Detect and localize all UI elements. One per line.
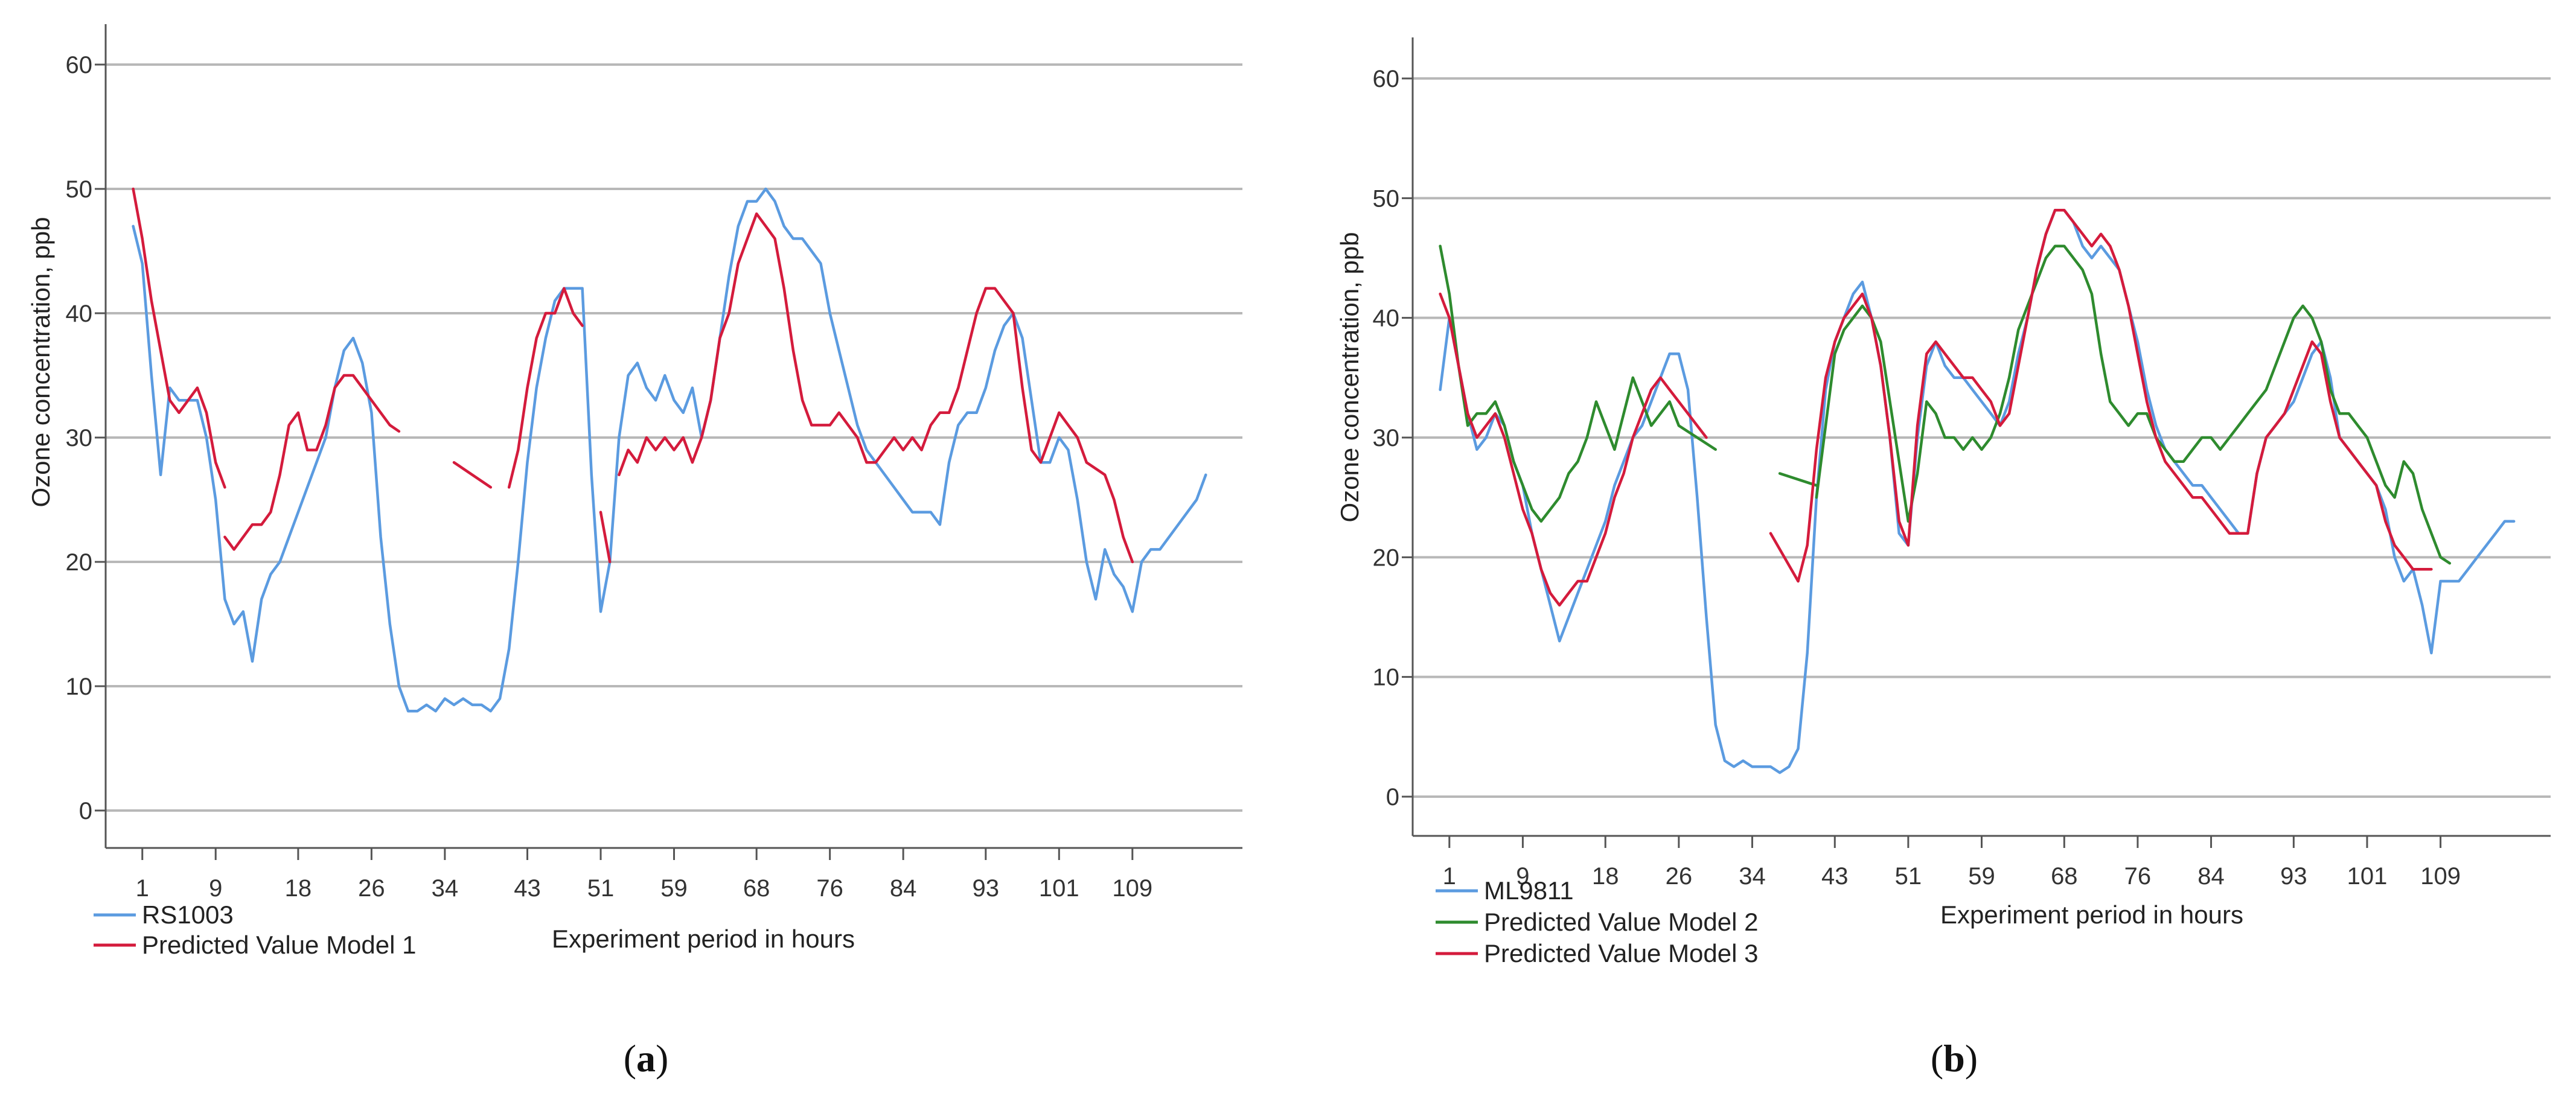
- chart-a-x-tick-label: 34: [432, 875, 459, 902]
- chart-a-line-predicted-value-model-1: [1085, 460, 1134, 564]
- chart-b-line-predicted-value-model-3: [1439, 292, 1708, 607]
- chart-a-x-tick-label: 68: [743, 875, 770, 902]
- chart-a-x-tick-label: 18: [285, 875, 312, 902]
- chart-b-series-ml9811: [1439, 208, 2516, 774]
- chart-a-x-tick-label: 101: [1039, 875, 1079, 902]
- chart-a-line-predicted-value-model-1: [452, 460, 493, 489]
- chart-a-line-predicted-value-model-1: [507, 287, 584, 489]
- chart-a-x-tick-label: 109: [1112, 875, 1152, 902]
- chart-a-legend-label: Predicted Value Model 1: [142, 931, 417, 959]
- chart-b-line-predicted-value-model-2: [2365, 436, 2452, 565]
- chart-a-legend-entry-rs1003: RS1003: [94, 900, 234, 929]
- chart-b-x-tick-label: 93: [2280, 863, 2307, 890]
- chart-a-y-tick-label: 60: [66, 52, 93, 78]
- panel-label-a: (a): [624, 1037, 669, 1080]
- chart-a-y-tick-label: 20: [66, 549, 93, 576]
- chart-b-x-tick-label: 34: [1739, 863, 1766, 890]
- chart-a-line-predicted-value-model-1: [132, 187, 226, 489]
- chart-a-y-tick-label: 10: [66, 674, 93, 700]
- chart-a-y-tick-label: 50: [66, 176, 93, 203]
- chart-b-x-tick-label: 18: [1592, 863, 1619, 890]
- chart-b-y-tick-label: 0: [1386, 784, 1399, 811]
- chart-b-legend: ML9811 Predicted Value Model 2 Predicted V…: [1436, 876, 1759, 967]
- chart-b-x-tick-label: 68: [2051, 863, 2078, 890]
- chart-b-series-predicted-value-model-3: [1439, 208, 2433, 607]
- chart-a-x-tick-label: 26: [358, 875, 385, 902]
- chart-a-series-rs1003: [132, 187, 1207, 713]
- chart-b-y-tick-labels: 0 10 20 30 40 50 60: [1373, 66, 1400, 811]
- chart-b-y-tick-label: 20: [1373, 544, 1400, 571]
- chart-b-x-tick-label: 59: [1968, 863, 1995, 890]
- chart-b-y-tick-label: 10: [1373, 664, 1400, 691]
- chart-b-line-predicted-value-model-2: [1815, 244, 2369, 523]
- chart-b-gridlines: [1413, 77, 2551, 798]
- chart-a-axes: [95, 24, 1242, 860]
- chart-b-line-ml9811: [1439, 208, 2516, 774]
- chart-b-line-predicted-value-model-3: [1769, 532, 1800, 583]
- chart-b-series-layer: [1439, 208, 2516, 774]
- chart-b-x-tick-label: 76: [2124, 863, 2152, 890]
- chart-a-y-tick-label: 0: [79, 798, 92, 824]
- chart-b-legend-entry-predicted-value-model-3: Predicted Value Model 3: [1436, 939, 1759, 967]
- chart-b-x-tick-label: 26: [1666, 863, 1693, 890]
- chart-b-y-tick-label: 60: [1373, 66, 1400, 92]
- chart-b-legend-label: ML9811: [1484, 876, 1574, 905]
- chart-b-line-predicted-value-model-2: [1439, 244, 1717, 523]
- chart-b-line-predicted-value-model-3: [1797, 208, 2433, 583]
- chart-a-x-tick-label: 43: [514, 875, 541, 902]
- chart-a-y-tick-label: 30: [66, 425, 93, 451]
- chart-a-series-predicted-value-model-1: [132, 187, 1134, 564]
- chart-a-x-axis-title: Experiment period in hours: [552, 925, 855, 953]
- chart-a-line-predicted-value-model-1: [599, 511, 612, 564]
- chart-a-y-axis-title: Ozone concentration, ppb: [27, 217, 55, 508]
- chart-a-series-layer: [132, 187, 1207, 713]
- chart-a-line-predicted-value-model-1: [618, 212, 1088, 477]
- chart-b-y-tick-label: 40: [1373, 305, 1400, 332]
- chart-a-x-tick-label: 76: [816, 875, 843, 902]
- panel-label-b: (b): [1931, 1037, 1978, 1080]
- chart-b-legend-label: Predicted Value Model 2: [1484, 908, 1759, 936]
- chart-b-x-tick-labels: 1 9 18 26 34 43 51 59 68 76 84 93 101 109: [1443, 863, 2461, 890]
- chart-a-x-tick-label: 59: [660, 875, 688, 902]
- chart-b-x-tick-label: 1: [1443, 863, 1456, 890]
- chart-b-legend-entry-predicted-value-model-2: Predicted Value Model 2: [1436, 908, 1759, 936]
- chart-b-y-tick-label: 30: [1373, 425, 1400, 451]
- chart-b-y-axis-title: Ozone concentration, ppb: [1335, 232, 1364, 523]
- chart-b-x-tick-label: 51: [1895, 863, 1922, 890]
- chart-a-gridlines: [106, 63, 1242, 812]
- chart-b-x-tick-label: 43: [1821, 863, 1849, 890]
- chart-b-x-tick-label: 9: [1516, 863, 1529, 890]
- chart-a-x-tick-label: 84: [890, 875, 917, 902]
- chart-b-axes: [1402, 37, 2551, 848]
- panel-label-b-letter: b: [1943, 1037, 1965, 1080]
- chart-b-y-tick-label: 50: [1373, 185, 1400, 212]
- chart-a-x-tick-label: 9: [209, 875, 222, 902]
- chart-b-x-tick-label: 101: [2347, 863, 2388, 890]
- chart-b-x-axis-title: Experiment period in hours: [1940, 900, 2243, 929]
- chart-a-x-tick-label: 51: [587, 875, 615, 902]
- chart-a-y-tick-labels: 0 10 20 30 40 50 60: [66, 52, 93, 824]
- panel-label-a-letter: a: [636, 1037, 656, 1080]
- chart-a-x-tick-labels: 1 9 18 26 34 43 51 59 68 76 84 93 101 109: [136, 875, 1153, 902]
- chart-a-legend-label: RS1003: [142, 900, 234, 929]
- chart-a-line-rs1003: [132, 187, 1207, 713]
- chart-b-line-predicted-value-model-2: [1778, 472, 1818, 487]
- chart-b-series-predicted-value-model-2: [1439, 244, 2452, 565]
- chart-b-legend-entry-ml9811: ML9811: [1436, 876, 1574, 905]
- chart-a-legend-entry-predicted-value-model-1: Predicted Value Model 1: [94, 931, 417, 959]
- chart-a-line-predicted-value-model-1: [223, 374, 401, 551]
- chart-a-x-tick-label: 93: [973, 875, 1000, 902]
- chart-b-legend-label: Predicted Value Model 3: [1484, 939, 1759, 967]
- chart-b-x-tick-label: 84: [2197, 863, 2225, 890]
- chart-b-x-tick-label: 109: [2420, 863, 2461, 890]
- chart-a-y-tick-label: 40: [66, 301, 93, 327]
- chart-a-x-tick-label: 1: [136, 875, 149, 902]
